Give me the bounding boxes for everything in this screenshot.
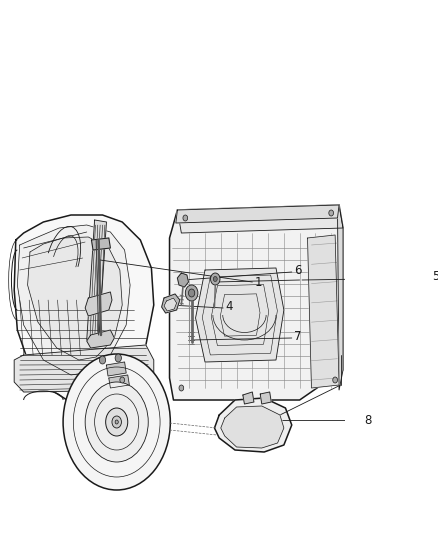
- Circle shape: [179, 385, 184, 391]
- Circle shape: [185, 285, 198, 301]
- Polygon shape: [85, 292, 112, 316]
- Polygon shape: [260, 392, 271, 404]
- Circle shape: [183, 215, 187, 221]
- Polygon shape: [87, 220, 106, 343]
- Circle shape: [99, 356, 106, 364]
- Polygon shape: [162, 294, 180, 313]
- Polygon shape: [195, 268, 284, 362]
- Text: 6: 6: [294, 264, 302, 278]
- Circle shape: [63, 354, 170, 490]
- Polygon shape: [170, 205, 343, 400]
- Circle shape: [333, 377, 338, 383]
- Polygon shape: [307, 235, 339, 388]
- Polygon shape: [28, 237, 122, 360]
- Circle shape: [211, 273, 220, 285]
- Text: 1: 1: [254, 276, 262, 288]
- Circle shape: [188, 289, 195, 297]
- Polygon shape: [338, 205, 343, 390]
- Text: 8: 8: [364, 414, 372, 426]
- Polygon shape: [177, 273, 188, 287]
- Text: 4: 4: [226, 301, 233, 313]
- Circle shape: [213, 277, 217, 281]
- Circle shape: [115, 420, 118, 424]
- Polygon shape: [177, 205, 343, 233]
- Polygon shape: [164, 298, 177, 311]
- Circle shape: [112, 416, 121, 428]
- Circle shape: [329, 210, 334, 216]
- Circle shape: [120, 377, 124, 383]
- Polygon shape: [243, 392, 254, 404]
- Text: 7: 7: [294, 330, 302, 343]
- Polygon shape: [14, 215, 154, 403]
- Polygon shape: [14, 345, 154, 392]
- Polygon shape: [221, 406, 284, 448]
- Polygon shape: [106, 362, 126, 376]
- Polygon shape: [109, 375, 129, 388]
- Polygon shape: [176, 205, 339, 223]
- Polygon shape: [92, 238, 110, 250]
- Circle shape: [115, 354, 121, 362]
- Circle shape: [85, 382, 148, 462]
- Text: 5: 5: [432, 271, 438, 284]
- Polygon shape: [215, 398, 292, 452]
- Polygon shape: [18, 225, 130, 375]
- Circle shape: [106, 408, 128, 436]
- Polygon shape: [87, 330, 114, 348]
